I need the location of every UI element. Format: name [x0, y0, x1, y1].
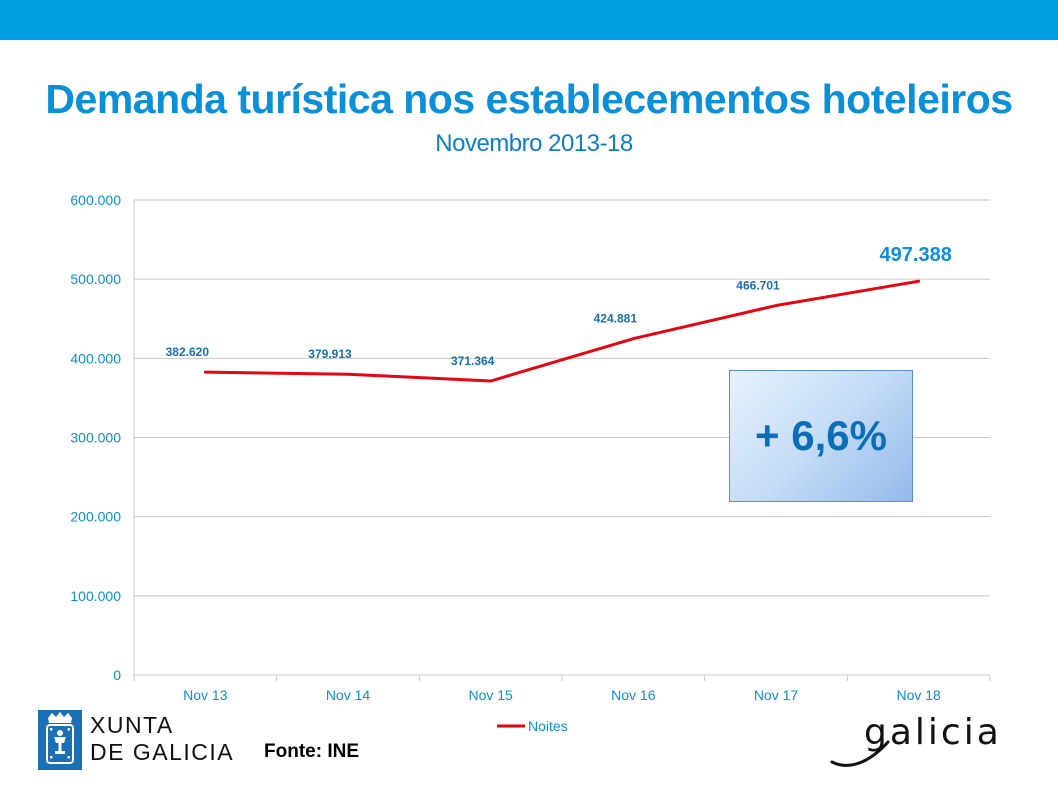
data-label: 382.620	[166, 345, 210, 359]
y-tick-label: 600.000	[70, 192, 121, 208]
galicia-coat-of-arms-icon	[38, 710, 82, 770]
galicia-brand-logo: galicia	[828, 712, 1008, 772]
growth-callout: + 6,6%	[729, 370, 913, 502]
data-label: 424.881	[594, 312, 638, 326]
xunta-logo-text: XUNTA DE GALICIA	[90, 712, 235, 765]
data-label: 466.701	[736, 279, 780, 293]
y-tick-label: 300.000	[70, 430, 121, 446]
top-bar	[0, 0, 1058, 40]
y-tick-label: 0	[113, 667, 121, 683]
legend-label-noites: Noites	[528, 718, 568, 734]
x-tick-label: Nov 15	[468, 687, 513, 703]
page-title: Demanda turística nos establecementos ho…	[45, 76, 1013, 122]
data-label: 497.388	[880, 244, 952, 266]
x-tick-label: Nov 17	[754, 687, 799, 703]
xunta-de-galicia-logo: XUNTA DE GALICIA	[38, 710, 268, 772]
source-note: Fonte: INE	[264, 741, 359, 762]
series-line-noites	[203, 279, 921, 383]
data-label: 379.913	[308, 347, 352, 361]
data-label: 371.364	[451, 354, 495, 368]
y-tick-label: 200.000	[70, 509, 121, 525]
galicia-swash-icon	[830, 740, 890, 767]
galicia-logo-text: galicia	[864, 712, 1002, 753]
x-tick-label: Nov 14	[326, 687, 371, 703]
x-tick-label: Nov 16	[611, 687, 656, 703]
page-subtitle: Novembro 2013-18	[435, 130, 633, 157]
x-tick-label: Nov 13	[183, 687, 228, 703]
y-tick-label: 500.000	[70, 271, 121, 287]
x-tick-label: Nov 18	[896, 687, 941, 703]
y-tick-label: 400.000	[70, 350, 121, 366]
y-tick-label: 100.000	[70, 588, 121, 604]
